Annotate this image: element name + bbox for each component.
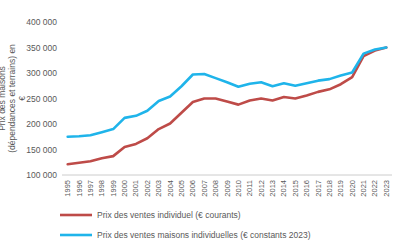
x-tick-label: 2002: [143, 180, 152, 197]
x-tick-label: 2008: [211, 180, 220, 197]
x-tick-label: 1997: [86, 180, 95, 197]
x-tick-label: 1996: [75, 180, 84, 197]
y-axis-label: Prix des maisons(dépendances et terrains…: [0, 44, 27, 153]
x-tick-label: 2005: [177, 180, 186, 197]
y-tick: [60, 175, 62, 176]
chart-container: 100 000 150 000 200 000 250 000 300 000 350 0…: [0, 0, 400, 250]
y-tick: [60, 73, 62, 74]
x-tick-label: 2003: [154, 180, 163, 197]
y-tick: [60, 47, 62, 48]
y-tick-label: 400 000: [26, 17, 57, 27]
x-tick-label: 2021: [359, 180, 368, 197]
chart-svg: 100 000 150 000 200 000 250 000 300 000 350 0…: [0, 0, 400, 250]
x-tick-label: 2004: [166, 180, 175, 197]
x-tick-label: 2012: [257, 180, 266, 197]
legend-label: Prix des ventes maisons individuelles (€…: [97, 230, 311, 240]
x-tick-label: 2016: [302, 180, 311, 197]
x-tick-label: 2019: [336, 180, 345, 197]
legend-label: Prix des ventes individuel (€ courants): [97, 210, 241, 220]
x-tick-label: 2015: [291, 180, 300, 197]
y-tick: [60, 22, 62, 23]
x-tick-label: 2018: [325, 180, 334, 197]
x-tick-label: 2007: [200, 180, 209, 197]
y-axis-label-line: (dépendances et terrains) en: [7, 44, 17, 153]
x-tick-label: 1998: [97, 180, 106, 197]
y-tick: [60, 149, 62, 150]
x-tick-label: 2006: [188, 180, 197, 197]
y-tick-label: 100 000: [26, 170, 57, 180]
x-tick-label: 2023: [382, 180, 391, 197]
y-axis-label-line: Prix des maisons: [0, 66, 7, 131]
x-tick-label: 2017: [314, 180, 323, 197]
y-tick: [60, 98, 62, 99]
x-tick-label: 2011: [245, 180, 254, 196]
legend-swatch: [60, 234, 92, 237]
series-group: [68, 48, 387, 165]
x-axis-line: [62, 175, 392, 176]
x-tick-label: 1999: [109, 180, 118, 197]
y-tick-label: 350 000: [26, 43, 57, 53]
y-tick-label: 250 000: [26, 94, 57, 104]
legend-swatch: [60, 214, 92, 217]
x-tick-label: 2022: [370, 180, 379, 197]
x-tick-label: 2000: [120, 180, 129, 197]
x-tick-label: 2001: [131, 180, 140, 197]
y-tick-label: 300 000: [26, 68, 57, 78]
series-line: [68, 48, 387, 165]
x-tick-label: 2014: [279, 180, 288, 197]
series-line: [68, 48, 387, 137]
y-tick: [60, 124, 62, 125]
y-tick-label: 200 000: [26, 119, 57, 129]
x-tick-label: 1995: [63, 180, 72, 197]
x-tick-label: 2013: [268, 180, 277, 197]
x-tick-label: 2009: [223, 180, 232, 197]
y-tick-label: 150 000: [26, 145, 57, 155]
y-axis-label-line: €: [17, 96, 27, 101]
x-tick-label: 2010: [234, 180, 243, 197]
x-tick-label: 2020: [348, 180, 357, 197]
